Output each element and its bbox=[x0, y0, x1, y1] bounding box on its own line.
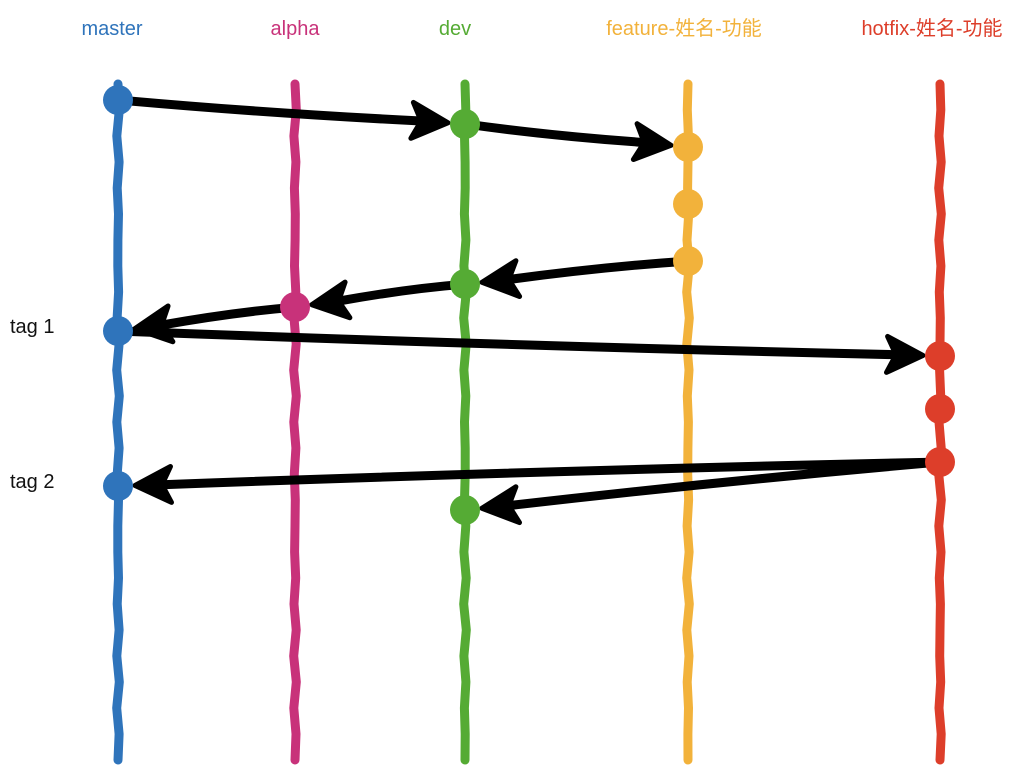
arrow-head-icon bbox=[309, 279, 353, 321]
branch-lane-feature bbox=[682, 79, 694, 765]
merge-arrow-line bbox=[115, 326, 901, 360]
commit-node-m2 bbox=[103, 316, 133, 346]
branch-lane-dev bbox=[459, 79, 471, 765]
commit-node-h1 bbox=[925, 341, 955, 371]
arrow-head-icon bbox=[408, 99, 451, 141]
commit-node-d3 bbox=[450, 495, 480, 525]
arrow-head-icon bbox=[132, 464, 174, 505]
merge-arrow-line bbox=[157, 302, 298, 330]
branch-label-master: master bbox=[81, 18, 142, 40]
commit-node-m1 bbox=[103, 85, 133, 115]
merge-arrows bbox=[115, 95, 943, 526]
branch-labels: master alpha dev feature-姓名-功能 hotfix-姓名-功能 bbox=[81, 17, 1002, 40]
branch-label-alpha: alpha bbox=[271, 18, 321, 40]
commit-node-h3 bbox=[925, 447, 955, 477]
commit-node-f2 bbox=[673, 189, 703, 219]
commit-node-h2 bbox=[925, 394, 955, 424]
commit-node-f3 bbox=[673, 246, 703, 276]
branch-label-feature: feature-姓名-功能 bbox=[606, 17, 762, 40]
arrow-head-icon bbox=[479, 484, 522, 526]
tag-label-m2: tag 1 bbox=[10, 316, 54, 338]
merge-arrow-line bbox=[504, 457, 943, 511]
commit-node-m3 bbox=[103, 471, 133, 501]
commit-nodes bbox=[103, 85, 955, 525]
merge-arrow-line bbox=[115, 95, 426, 126]
merge-arrow-line bbox=[334, 279, 468, 306]
commit-node-d2 bbox=[450, 269, 480, 299]
arrow-head-icon bbox=[479, 258, 523, 299]
arrow-head-icon bbox=[884, 333, 926, 375]
merge-arrow-line bbox=[504, 256, 691, 284]
arrow-head-icon bbox=[630, 121, 674, 162]
merge-arrow-line bbox=[157, 457, 943, 490]
tag-label-m3: tag 2 bbox=[10, 471, 54, 493]
branch-label-hotfix: hotfix-姓名-功能 bbox=[861, 17, 1002, 40]
merge-arrow-line bbox=[462, 119, 649, 147]
commit-node-d1 bbox=[450, 109, 480, 139]
tag-labels: tag 1 tag 2 bbox=[10, 316, 54, 493]
branch-lane-alpha bbox=[289, 79, 301, 765]
commit-node-a1 bbox=[280, 292, 310, 322]
branch-label-dev: dev bbox=[439, 18, 471, 40]
branch-lanes bbox=[112, 79, 946, 765]
branch-lane-master bbox=[112, 79, 124, 765]
commit-node-f1 bbox=[673, 132, 703, 162]
